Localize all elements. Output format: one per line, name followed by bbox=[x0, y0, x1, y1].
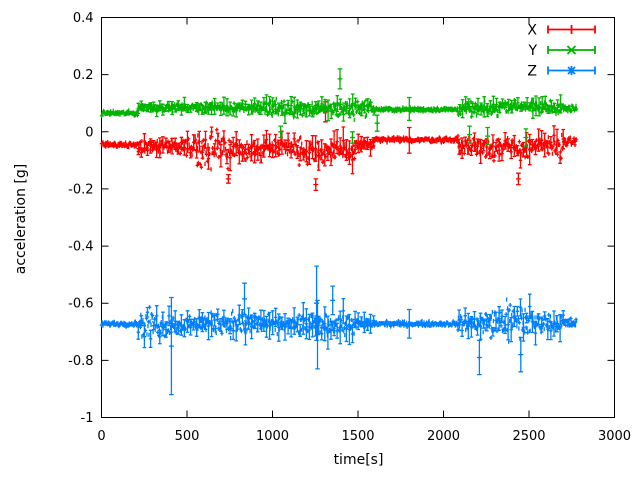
x-tick-label: 2000 bbox=[427, 429, 460, 444]
x-tick-label: 500 bbox=[175, 429, 200, 444]
legend-entry-Z: Z bbox=[527, 64, 596, 80]
series-Y-points bbox=[99, 68, 579, 147]
legend-marker-x bbox=[547, 45, 596, 55]
plot-border bbox=[101, 17, 615, 418]
x-tick-label: 0 bbox=[97, 429, 105, 444]
x-tick-label: 2500 bbox=[512, 429, 545, 444]
series-X-points bbox=[99, 101, 578, 192]
y-tick-label: 0 bbox=[85, 125, 93, 140]
legend-label: Z bbox=[527, 64, 537, 80]
y-tick-label: -0.4 bbox=[68, 240, 93, 255]
legend-entry-X: X bbox=[527, 23, 596, 39]
x-tick-label: 1000 bbox=[256, 429, 289, 444]
legend-label: X bbox=[527, 23, 537, 39]
x-axis-ticks: 0 500 1000 1500 2000 2500 3000 bbox=[97, 17, 631, 444]
x-tick-label: 3000 bbox=[598, 429, 631, 444]
legend-label: Y bbox=[527, 43, 537, 59]
x-tick-label: 1500 bbox=[341, 429, 374, 444]
legend-marker-+ bbox=[547, 25, 596, 34]
y-tick-label: 0.2 bbox=[73, 68, 94, 83]
legend-entry-Y: Y bbox=[527, 43, 596, 59]
y-axis-title: acceleration [g] bbox=[13, 163, 29, 275]
y-tick-label: -0.8 bbox=[68, 354, 93, 369]
x-axis-title: time[s] bbox=[333, 452, 384, 468]
y-tick-label: -0.2 bbox=[68, 182, 93, 197]
y-tick-label: 0.4 bbox=[73, 11, 94, 26]
legend-marker-* bbox=[547, 66, 596, 75]
series-Z-points bbox=[99, 265, 578, 396]
y-tick-label: -1 bbox=[81, 411, 94, 426]
legend: XYZ bbox=[527, 23, 596, 80]
y-axis-ticks: 0.4 0.2 0 -0.2 -0.4 -0.6 -0.8 -1 bbox=[68, 11, 615, 426]
y-tick-label: -0.6 bbox=[68, 297, 93, 312]
